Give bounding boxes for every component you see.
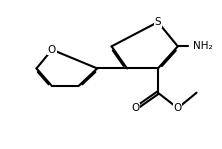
Text: O: O [48,45,56,55]
Text: O: O [132,103,140,113]
Text: O: O [174,103,182,113]
Text: NH₂: NH₂ [193,41,213,51]
Text: S: S [155,17,161,27]
